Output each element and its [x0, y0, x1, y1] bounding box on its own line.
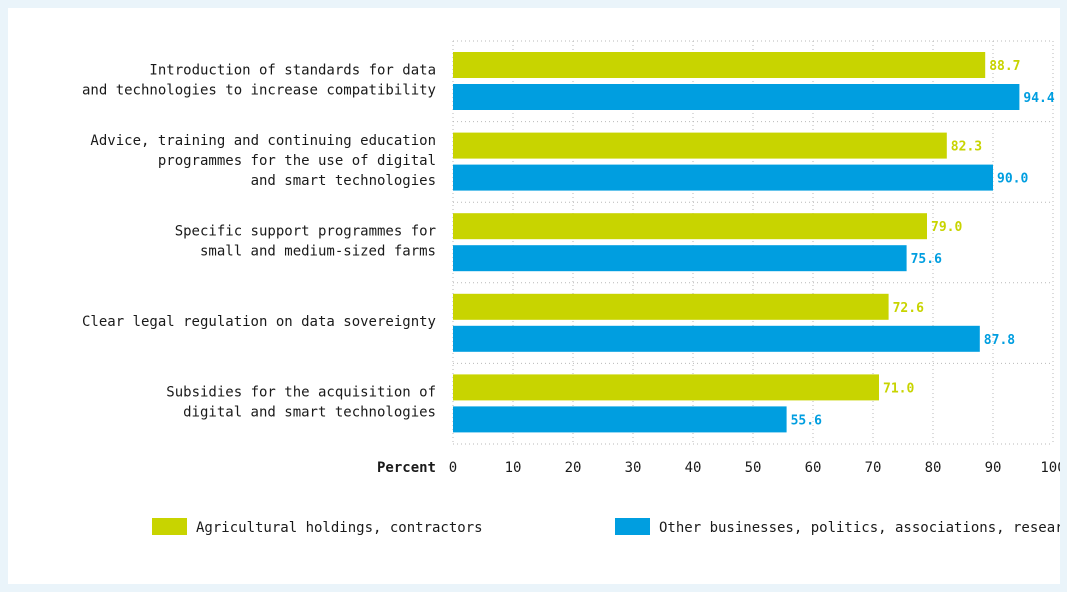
category-label: Introduction of standards for data and te… [82, 62, 436, 98]
value-label: 88.7 [989, 59, 1020, 74]
category-label-line: and technologies to increase compatibili… [82, 82, 436, 98]
x-tick-label: 90 [985, 460, 1002, 476]
value-label: 71.0 [883, 381, 914, 396]
bar-chart: 88.7 94.4 Introduction of standards for da… [82, 40, 1060, 536]
bar-other-0 [453, 84, 1020, 110]
x-tick-label: 0 [449, 460, 457, 476]
bar-agricultural-1 [453, 132, 947, 159]
value-label: 82.3 [951, 140, 982, 155]
category-label: Clear legal regulation on data sovereign… [82, 314, 436, 330]
category-label-line: Specific support programmes for [175, 224, 436, 240]
x-tick-label: 30 [625, 460, 642, 476]
bar-other-2 [453, 245, 907, 272]
bar-agricultural-0 [453, 52, 986, 78]
value-label: 94.4 [1023, 91, 1054, 106]
legend-label: Agricultural holdings, contractors [196, 520, 483, 536]
legend-swatch-other [615, 518, 650, 535]
category-label-line: and smart technologies [251, 173, 436, 189]
value-label: 55.6 [791, 413, 822, 428]
x-tick-label: 80 [925, 460, 942, 476]
category-label-line: Subsidies for the acquisition of [166, 385, 436, 401]
bar-agricultural-3 [453, 293, 889, 320]
x-tick-label: 100 [1040, 460, 1060, 476]
category-label: Advice, training and continuing educatio… [90, 133, 436, 189]
category-label-line: digital and smart technologies [183, 405, 436, 421]
x-tick-label: 50 [745, 460, 762, 476]
x-tick-label: 10 [505, 460, 522, 476]
value-label: 79.0 [931, 220, 962, 235]
category-label: Specific support programmes for small and… [175, 224, 436, 260]
category-label-line: Advice, training and continuing educatio… [90, 133, 436, 149]
x-axis-title: Percent [377, 460, 436, 476]
bar-other-4 [453, 406, 787, 433]
bar-other-1 [453, 164, 993, 191]
category-label-line: small and medium-sized farms [200, 244, 436, 260]
category-label-line: Clear legal regulation on data sovereign… [82, 314, 436, 330]
x-tick-label: 20 [565, 460, 582, 476]
value-label: 90.0 [997, 172, 1028, 187]
x-tick-label: 70 [865, 460, 882, 476]
bar-other-3 [453, 325, 980, 352]
category-label-line: programmes for the use of digital [158, 153, 436, 169]
legend-label: Other businesses, politics, associations… [659, 520, 1060, 536]
value-label: 75.6 [911, 252, 942, 267]
x-tick-label: 40 [685, 460, 702, 476]
bar-agricultural-2 [453, 213, 927, 240]
category-label-line: Introduction of standards for data [149, 62, 436, 78]
value-label: 87.8 [984, 333, 1015, 348]
legend-swatch-agricultural [152, 518, 187, 535]
x-tick-label: 60 [805, 460, 822, 476]
bar-agricultural-4 [453, 374, 879, 401]
chart-panel: 88.7 94.4 Introduction of standards for da… [8, 8, 1060, 584]
category-label: Subsidies for the acquisition of digital … [166, 385, 436, 421]
value-label: 72.6 [893, 301, 924, 316]
